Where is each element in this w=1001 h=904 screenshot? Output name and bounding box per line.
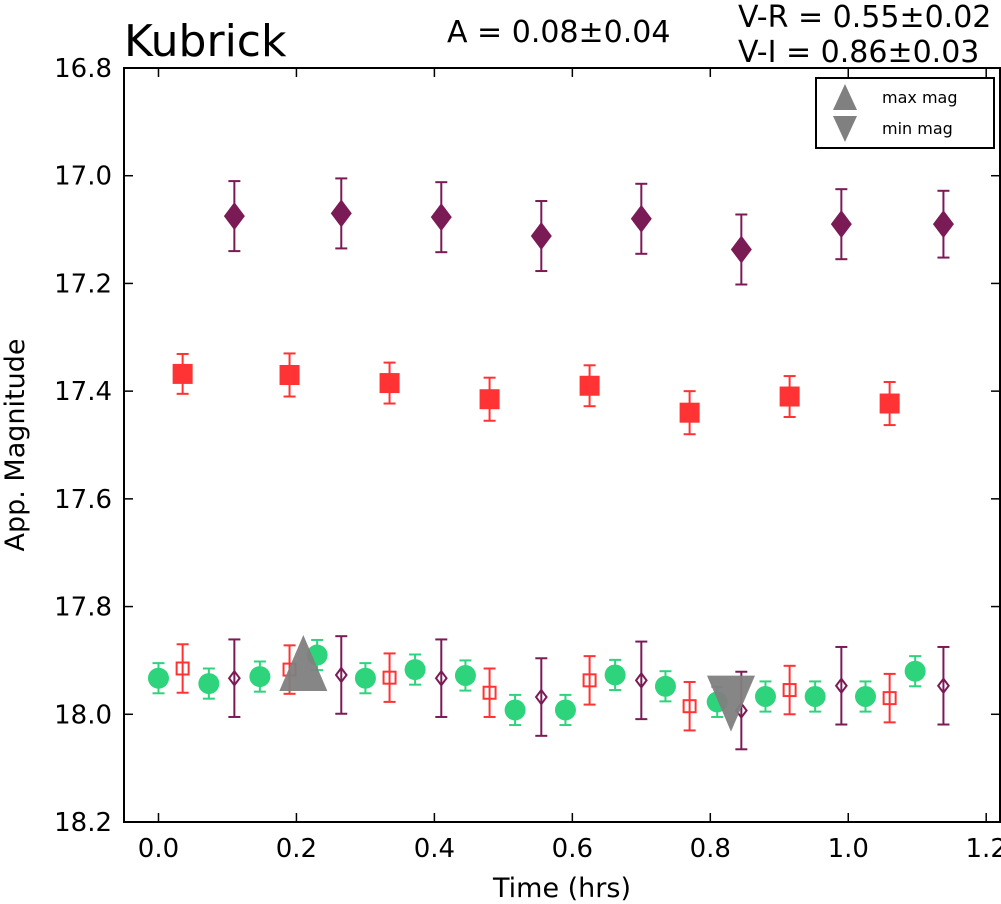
data-point-diamond bbox=[534, 688, 548, 706]
y-tick-label: 17.6 bbox=[54, 485, 112, 515]
data-point-circle bbox=[504, 699, 526, 721]
data-point-diamond bbox=[430, 203, 452, 232]
data-point-circle bbox=[249, 666, 271, 688]
y-tick-label: 17.4 bbox=[54, 377, 112, 407]
data-point-diamond bbox=[834, 677, 848, 695]
y-tick-label: 17.8 bbox=[54, 593, 112, 623]
x-tick-label: 1.0 bbox=[828, 834, 869, 864]
series-1-square-filled bbox=[172, 352, 900, 436]
max-mag-marker bbox=[279, 635, 328, 692]
data-point-square bbox=[582, 673, 597, 688]
chart-title: Kubrick bbox=[124, 16, 287, 67]
data-point-square bbox=[579, 375, 600, 396]
data-point-circle bbox=[198, 673, 220, 695]
y-tick-label: 17.2 bbox=[54, 269, 112, 299]
series-0-diamond-filled bbox=[223, 177, 954, 286]
data-point-diamond bbox=[830, 210, 852, 239]
v-i-annotation: V-I = 0.86±0.03 bbox=[738, 35, 979, 70]
data-point-circle bbox=[604, 664, 626, 686]
data-point-square bbox=[379, 373, 400, 394]
v-r-annotation: V-R = 0.55±0.02 bbox=[738, 0, 991, 35]
data-point-square bbox=[482, 685, 497, 700]
data-point-circle bbox=[354, 667, 376, 689]
data-point-circle bbox=[404, 659, 426, 681]
x-tick-label: 1.2 bbox=[966, 834, 1001, 864]
data-point-square bbox=[479, 389, 500, 410]
data-point-circle bbox=[554, 699, 576, 721]
data-point-circle bbox=[804, 686, 826, 708]
x-tick-label: 0.2 bbox=[276, 834, 317, 864]
data-point-diamond bbox=[330, 199, 352, 228]
y-tick-label: 18.2 bbox=[54, 808, 112, 838]
min-mag-marker bbox=[706, 675, 755, 732]
x-tick-label: 0.0 bbox=[138, 834, 179, 864]
data-point-diamond bbox=[630, 204, 652, 233]
axis-ticks: 0.0 0.2 0.4 0.6 0.8 1.0 1.2 16.8 17.0 17.2 17.4 17.… bbox=[54, 54, 1001, 864]
data-point-square bbox=[279, 364, 300, 385]
data-point-diamond bbox=[530, 222, 552, 251]
data-point-diamond bbox=[634, 671, 648, 690]
data-point-square bbox=[779, 386, 800, 407]
legend-min-mag-label: min mag bbox=[882, 119, 953, 138]
legend-max-mag-marker-icon bbox=[833, 84, 857, 110]
data-point-diamond bbox=[730, 235, 752, 264]
data-point-circle bbox=[654, 675, 676, 697]
series-2-circle-filled bbox=[147, 638, 926, 727]
data-point-diamond bbox=[936, 677, 950, 695]
x-axis-label: Time (hrs) bbox=[492, 873, 631, 904]
data-point-circle bbox=[754, 686, 776, 708]
data-point-square bbox=[882, 691, 897, 706]
y-tick-label: 18.0 bbox=[54, 700, 112, 730]
data-point-square bbox=[782, 683, 797, 698]
y-tick-label: 17.0 bbox=[54, 162, 112, 192]
data-point-diamond bbox=[932, 210, 954, 239]
plot-content bbox=[147, 177, 954, 751]
data-point-square bbox=[682, 699, 697, 714]
series-4-diamond-open bbox=[227, 635, 950, 751]
data-point-square bbox=[879, 393, 900, 414]
y-tick-label: 16.8 bbox=[54, 54, 112, 84]
data-point-square bbox=[172, 363, 193, 384]
data-point-circle bbox=[454, 665, 476, 687]
legend-max-mag-label: max mag bbox=[882, 88, 958, 107]
amplitude-annotation: A = 0.08±0.04 bbox=[447, 15, 670, 50]
x-tick-label: 0.4 bbox=[414, 834, 455, 864]
x-tick-label: 0.8 bbox=[690, 834, 731, 864]
plot-frame bbox=[123, 67, 1001, 823]
x-tick-label: 0.6 bbox=[552, 834, 593, 864]
data-point-circle bbox=[147, 667, 169, 689]
data-point-diamond bbox=[334, 666, 348, 684]
data-point-circle bbox=[854, 686, 876, 708]
legend: max mag min mag bbox=[815, 77, 995, 149]
data-point-diamond bbox=[227, 669, 241, 687]
data-point-diamond bbox=[434, 669, 448, 687]
data-point-circle bbox=[904, 660, 926, 682]
data-point-diamond bbox=[223, 202, 245, 231]
data-point-square bbox=[175, 661, 190, 676]
legend-min-mag-marker-icon bbox=[833, 116, 857, 142]
data-point-square bbox=[679, 402, 700, 423]
data-point-square bbox=[382, 670, 397, 685]
y-axis-label: App. Magnitude bbox=[0, 339, 31, 552]
